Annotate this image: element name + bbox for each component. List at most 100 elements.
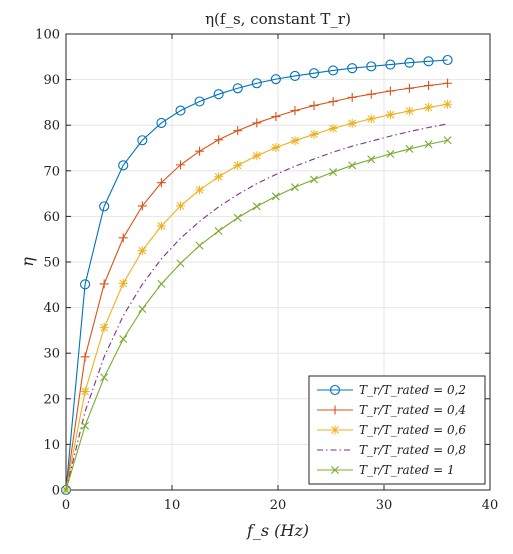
data-point — [214, 172, 224, 182]
data-point — [329, 168, 338, 177]
data-point — [309, 129, 319, 139]
x-axis-label: f_s (Hz) — [246, 521, 309, 540]
data-point — [214, 135, 224, 145]
marker-shape — [424, 102, 434, 112]
marker-shape — [99, 279, 109, 289]
x-tick-label: 30 — [376, 498, 393, 513]
legend-label: T_r/T_rated = 0,2 — [359, 383, 466, 397]
marker-shape — [328, 96, 338, 106]
data-point — [347, 92, 357, 102]
data-point — [99, 279, 109, 289]
x-tick-label: 0 — [62, 498, 70, 513]
marker-shape — [138, 304, 147, 313]
legend-label: T_r/T_rated = 0,6 — [359, 423, 466, 437]
y-tick-label: 90 — [43, 73, 60, 88]
data-point — [214, 227, 223, 235]
y-tick-label: 10 — [43, 438, 60, 453]
marker-shape — [156, 221, 166, 231]
data-point — [385, 86, 395, 96]
marker-shape — [252, 202, 261, 211]
data-point — [386, 149, 395, 158]
legend: T_r/T_rated = 0,2 T_r/T_rated = 0,4 T_r/T_… — [308, 375, 486, 485]
data-point — [404, 83, 414, 93]
data-point — [404, 57, 415, 68]
marker-shape — [195, 185, 205, 195]
data-point — [251, 78, 262, 89]
marker-shape — [348, 161, 357, 170]
marker-shape — [347, 63, 358, 74]
data-point — [308, 68, 320, 79]
marker-shape — [271, 143, 281, 153]
data-point — [442, 54, 453, 66]
marker-shape — [331, 466, 339, 474]
marker-shape — [289, 70, 301, 82]
marker-shape — [347, 118, 357, 128]
series-3 — [61, 99, 453, 495]
data-point — [385, 59, 396, 70]
marker-shape — [80, 279, 91, 290]
legend-label: T_r/T_rated = 0,8 — [359, 443, 466, 457]
data-point — [423, 56, 434, 67]
data-point — [195, 185, 205, 195]
x-tick-label: 10 — [164, 498, 181, 513]
data-point — [62, 486, 70, 494]
data-point — [80, 387, 90, 397]
data-point — [157, 279, 166, 288]
marker-shape — [119, 335, 128, 344]
legend-item: T_r/T_rated = 0,8 — [317, 443, 466, 457]
marker-shape — [424, 140, 433, 149]
x-tick-label: 40 — [482, 498, 499, 513]
data-point — [233, 160, 243, 170]
marker-shape — [443, 78, 453, 88]
y-tick-label: 30 — [43, 347, 60, 362]
data-point — [310, 175, 319, 184]
legend-item: T_r/T_rated = 0,6 — [317, 423, 466, 437]
x-tick-label: 20 — [270, 498, 287, 513]
data-point — [99, 323, 109, 333]
data-point — [80, 279, 91, 290]
y-tick-label: 70 — [43, 164, 60, 179]
legend-label: T_r/T_rated = 1 — [359, 463, 455, 477]
data-point — [328, 65, 339, 76]
data-point — [118, 160, 129, 171]
marker-shape — [80, 387, 90, 397]
data-point — [175, 160, 185, 170]
marker-shape — [176, 259, 185, 268]
marker-shape — [385, 59, 396, 70]
marker-shape — [405, 144, 414, 153]
data-point — [137, 246, 147, 256]
marker-shape — [118, 160, 129, 171]
data-point — [290, 136, 300, 146]
marker-shape — [233, 213, 242, 222]
marker-shape — [329, 168, 338, 177]
data-point — [80, 352, 90, 362]
marker-shape — [213, 89, 224, 100]
marker-shape — [118, 233, 128, 243]
marker-shape — [157, 279, 166, 288]
data-point — [443, 99, 453, 109]
marker-shape — [443, 136, 452, 145]
data-point — [137, 135, 148, 146]
marker-shape — [232, 83, 243, 94]
data-point — [118, 233, 128, 243]
data-point — [348, 161, 357, 170]
data-point — [366, 114, 376, 124]
marker-shape — [175, 201, 185, 211]
data-point — [271, 192, 280, 201]
marker-shape — [330, 405, 340, 415]
legend-marker — [330, 405, 340, 415]
marker-shape — [366, 89, 376, 99]
marker-shape — [214, 227, 223, 235]
marker-shape — [442, 54, 453, 66]
data-point — [443, 78, 453, 88]
legend-marker — [330, 425, 340, 435]
marker-shape — [329, 384, 341, 396]
data-point — [367, 155, 376, 164]
data-point — [194, 96, 205, 107]
data-point — [156, 117, 167, 128]
marker-shape — [80, 352, 90, 362]
data-point — [424, 102, 434, 112]
data-point — [252, 202, 261, 211]
data-point — [100, 373, 109, 382]
marker-shape — [385, 110, 395, 120]
